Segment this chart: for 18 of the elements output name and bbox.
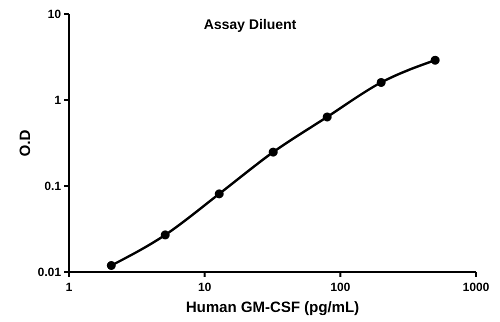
x-tick-label: 1000 [462,280,490,294]
y-tick-label: 1 [54,93,62,108]
point [268,148,278,157]
x-tick-label: 100 [330,280,351,294]
point [322,112,332,122]
x-axis-title: Human GM-CSF (pg/mL) [186,299,360,316]
x-tick-label: 1 [66,280,73,294]
y-tick-label: 10 [48,7,62,22]
y-tick-label: 0.1 [44,179,62,194]
point [430,56,440,65]
point [160,230,170,240]
point [106,261,116,270]
x-tick-label: 10 [198,280,212,294]
chart-title: Assay Diluent [204,16,297,32]
y-tick-label: 0.01 [38,265,62,280]
point [376,78,386,87]
point [214,189,224,198]
y-axis-title: O.D [17,130,34,156]
